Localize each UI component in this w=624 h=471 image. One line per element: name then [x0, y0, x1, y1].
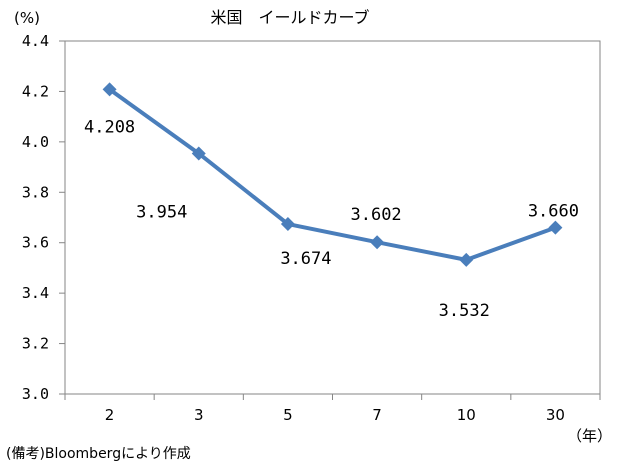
x-tick-label: 3: [194, 406, 204, 424]
data-label: 3.674: [280, 249, 331, 269]
data-point-marker: [370, 235, 385, 250]
x-tick-label: 5: [283, 406, 293, 424]
y-tick-label: 3.6: [22, 234, 49, 252]
x-axis-unit: （年）: [567, 427, 612, 445]
source-note: (備考)Bloombergにより作成: [6, 446, 191, 462]
x-tick-label: 10: [457, 406, 476, 424]
plot-border: [64, 40, 601, 394]
data-label: 4.208: [84, 117, 135, 137]
y-tick-label: 3.0: [22, 385, 49, 403]
y-tick-label: 4.0: [22, 133, 49, 151]
x-tick-label: 7: [372, 406, 382, 424]
y-tick-label: 3.2: [22, 335, 49, 353]
data-point-marker: [102, 82, 117, 97]
y-tick-label: 3.4: [22, 284, 49, 302]
series-line: [108, 87, 557, 262]
data-point-marker: [191, 146, 206, 161]
x-tick-label: 2: [105, 406, 115, 424]
y-tick-label: 4.4: [22, 32, 49, 50]
y-tick-label: 3.8: [22, 183, 49, 201]
x-tick-label: 30: [546, 406, 565, 424]
data-label: 3.954: [136, 202, 187, 222]
plot-area: 3.0 3.2 3.4 3.6 3.8 4.0 4.2 4.4 2 3 5 7 10 30 4.208 3.9…: [22, 32, 601, 424]
data-point-marker: [280, 217, 295, 232]
y-tick-label: 4.2: [22, 82, 49, 100]
data-point-marker: [548, 220, 563, 235]
y-axis-unit: (%): [14, 9, 40, 27]
chart-title: 米国 イールドカーブ: [210, 8, 369, 27]
data-point-marker: [459, 252, 474, 267]
data-label: 3.532: [439, 301, 490, 321]
data-label: 3.660: [528, 202, 579, 222]
data-label: 3.602: [350, 205, 401, 225]
